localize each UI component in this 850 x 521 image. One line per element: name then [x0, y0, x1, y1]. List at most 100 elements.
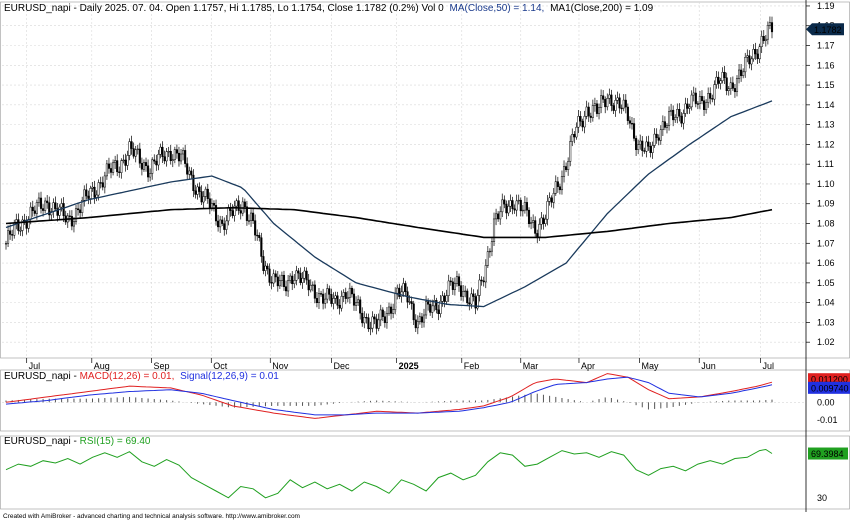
- candle-body: [715, 76, 718, 85]
- price-tick-label: 1.09: [817, 199, 835, 209]
- candle-body: [721, 71, 724, 82]
- candle-body: [515, 200, 518, 211]
- header-symbol: EURUSD_napi: [4, 3, 71, 14]
- candle-body: [604, 99, 607, 108]
- month-label: May: [641, 361, 659, 371]
- candle-body: [237, 200, 240, 211]
- macd-tick-label: 0.00: [817, 397, 835, 407]
- candle-body: [243, 201, 246, 208]
- candle-body: [309, 284, 312, 291]
- candle-body: [202, 196, 205, 203]
- candle-body: [756, 53, 759, 60]
- candle-body: [140, 163, 143, 170]
- candle-body: [575, 126, 578, 138]
- price-tick-label: 1.19: [817, 1, 835, 11]
- month-label: Aug: [94, 361, 110, 371]
- candle-body: [538, 224, 541, 238]
- candle-body: [221, 219, 224, 224]
- candle-body: [194, 190, 197, 195]
- candle-body: [138, 148, 141, 164]
- macd-line: [5, 373, 773, 419]
- price-tick-label: 1.11: [817, 159, 834, 169]
- candle-body: [768, 22, 771, 26]
- candle-body: [665, 125, 669, 128]
- candle-body: [676, 109, 679, 118]
- candle-body: [457, 276, 461, 286]
- month-label: Sep: [154, 361, 170, 371]
- candle-body: [562, 166, 566, 177]
- candle-body: [445, 295, 448, 302]
- candle-body: [373, 316, 376, 320]
- candle-body: [684, 103, 687, 114]
- candle-body: [97, 182, 100, 196]
- candle-body: [144, 162, 148, 167]
- candle-body: [735, 78, 739, 92]
- rsi-value-label: 69.3984: [811, 449, 844, 459]
- candle-body: [103, 175, 106, 188]
- candle-body: [680, 115, 683, 124]
- candle-body: [616, 97, 619, 101]
- candle-body: [89, 188, 92, 199]
- candle-body: [453, 283, 456, 290]
- candle-body: [85, 189, 88, 197]
- month-label: Apr: [581, 361, 595, 371]
- candle-body: [764, 38, 767, 41]
- month-label: Nov: [272, 361, 289, 371]
- candle-body: [628, 120, 631, 124]
- candle-body: [270, 282, 273, 284]
- candle-body: [717, 76, 720, 84]
- candle-body: [567, 161, 570, 170]
- candle-body: [744, 57, 747, 73]
- candle-body: [134, 149, 137, 157]
- candle-body: [167, 150, 170, 153]
- candle-body: [93, 186, 96, 198]
- candle-body: [342, 292, 345, 297]
- candle-body: [83, 189, 86, 201]
- ma50-line: [5, 100, 773, 308]
- candle-body: [645, 141, 648, 152]
- candle-body: [233, 205, 236, 216]
- candle-body: [577, 116, 580, 128]
- price-tick-label: 1.07: [817, 238, 835, 248]
- candle-body: [256, 234, 259, 237]
- candle-body: [295, 270, 298, 281]
- candle-body: [322, 293, 325, 304]
- candle-body: [231, 210, 234, 216]
- candle-body: [484, 265, 487, 283]
- candle-body: [740, 69, 743, 76]
- candle-body: [468, 302, 471, 305]
- candle-body: [328, 288, 331, 295]
- candle-body: [698, 96, 701, 104]
- month-label: Oct: [213, 361, 228, 371]
- candle-body: [427, 301, 430, 305]
- price-tick-label: 1.02: [817, 337, 835, 347]
- candle-body: [190, 170, 193, 176]
- candle-body: [122, 159, 125, 162]
- candle-body: [52, 202, 55, 212]
- candle-body: [696, 103, 699, 105]
- axes: 1.191.181.171.161.151.141.131.121.111.10…: [26, 1, 850, 503]
- candle-body: [429, 304, 432, 313]
- candle-body: [128, 141, 131, 156]
- price-tick-label: 1.16: [817, 60, 835, 70]
- candle-body: [17, 219, 20, 231]
- candle-body: [766, 25, 769, 40]
- candle-body: [4, 243, 8, 245]
- candle-body: [505, 203, 508, 214]
- month-label: Jul: [763, 361, 775, 371]
- candle-body: [672, 109, 675, 121]
- header-ma50: MA(Close,50) = 1.14,: [450, 3, 545, 14]
- candle-body: [136, 148, 139, 151]
- candle-body: [355, 302, 358, 306]
- last-price-label: 1.1782: [814, 25, 842, 35]
- candle-body: [455, 276, 459, 284]
- candle-body: [396, 287, 399, 294]
- candle-body: [663, 121, 666, 128]
- candle-body: [289, 275, 292, 281]
- candle-body: [247, 220, 251, 222]
- candle-body: [517, 199, 520, 202]
- candle-body: [480, 279, 483, 282]
- macd-panel: [2, 373, 806, 419]
